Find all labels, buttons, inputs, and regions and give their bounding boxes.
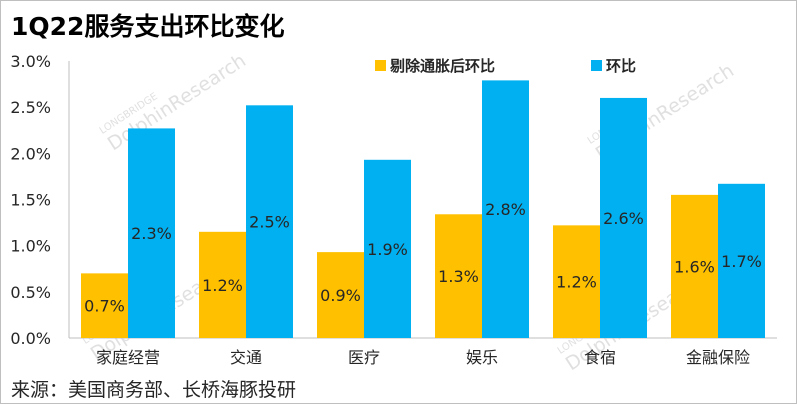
bar-real bbox=[199, 231, 246, 338]
bar-value-label: 0.7% bbox=[84, 297, 125, 316]
source-note: 来源：美国商务部、长桥海豚投研 bbox=[11, 379, 297, 401]
y-tick-label: 3.0% bbox=[10, 52, 51, 71]
x-category-label: 食宿 bbox=[584, 348, 616, 367]
bar-nominal bbox=[482, 80, 529, 338]
bar-real bbox=[435, 214, 482, 338]
y-tick-label: 0.5% bbox=[10, 283, 51, 302]
bar-value-label: 1.3% bbox=[438, 267, 479, 286]
bar-value-label: 1.9% bbox=[367, 240, 408, 259]
bar-value-label: 1.2% bbox=[202, 276, 243, 295]
x-category-label: 家庭经营 bbox=[96, 348, 160, 367]
bar-value-label: 2.8% bbox=[485, 200, 526, 219]
legend-label: 剔除通胀后环比 bbox=[389, 57, 495, 75]
bar-value-label: 2.3% bbox=[131, 224, 172, 243]
bar-real bbox=[317, 252, 364, 338]
legend-swatch bbox=[591, 60, 602, 71]
y-tick-label: 2.0% bbox=[10, 144, 51, 163]
legend-label: 环比 bbox=[606, 57, 636, 75]
bar-value-label: 1.2% bbox=[556, 273, 597, 292]
bar-nominal bbox=[718, 183, 765, 338]
y-tick-label: 2.5% bbox=[10, 98, 51, 117]
x-category-label: 交通 bbox=[230, 348, 262, 367]
bar-value-label: 2.5% bbox=[249, 213, 290, 232]
bar-value-label: 0.9% bbox=[320, 286, 361, 305]
bar-nominal bbox=[600, 97, 647, 338]
bar-real bbox=[81, 273, 128, 338]
y-tick-label: 1.5% bbox=[10, 191, 51, 210]
x-category-label: 娱乐 bbox=[466, 348, 498, 367]
x-category-label: 医疗 bbox=[348, 348, 380, 367]
bar-nominal bbox=[128, 128, 175, 338]
y-tick-label: 0.0% bbox=[10, 329, 51, 348]
bar-nominal bbox=[364, 159, 411, 338]
legend-swatch bbox=[375, 60, 386, 71]
bar-real bbox=[671, 194, 718, 338]
bar-nominal bbox=[246, 105, 293, 338]
bar-real bbox=[553, 225, 600, 338]
bar-value-label: 2.6% bbox=[603, 209, 644, 228]
chart-title: 1Q22服务支出环比变化 bbox=[11, 12, 285, 41]
bar-value-label: 1.6% bbox=[674, 257, 715, 276]
bar-value-label: 1.7% bbox=[721, 252, 762, 271]
x-category-label: 金融保险 bbox=[686, 348, 750, 367]
y-tick-label: 1.0% bbox=[10, 237, 51, 256]
